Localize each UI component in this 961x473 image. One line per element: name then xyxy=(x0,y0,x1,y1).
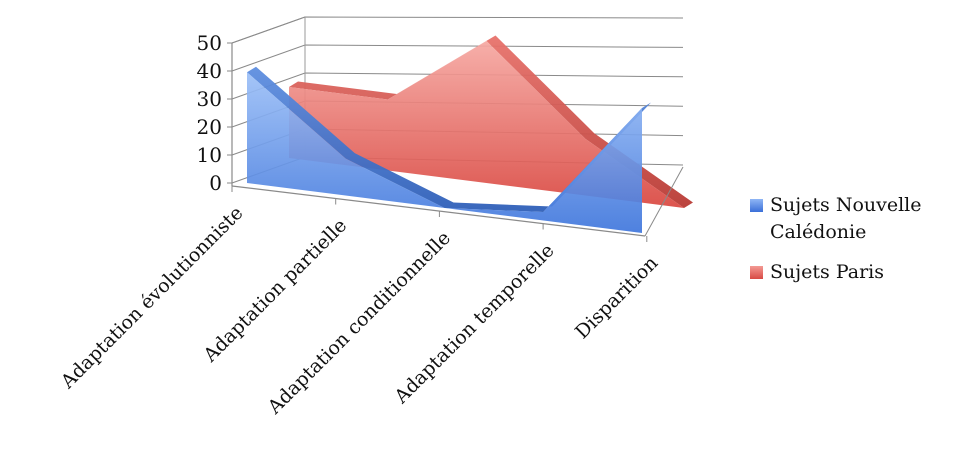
legend-label-paris: Sujets Paris xyxy=(770,261,884,283)
series-top-edge-nouvelle-caledonie xyxy=(247,66,651,212)
series-area-paris xyxy=(289,41,684,208)
floor-right-edge xyxy=(644,166,684,237)
legend-swatch-paris xyxy=(750,266,763,279)
area-chart-3d: 0 10 20 30 40 50 Adaptation évolutionnisteAdap… xyxy=(56,16,693,419)
legend-label-nouvelle-caledonie: Sujets Nouvelle Calédonie xyxy=(770,194,922,243)
legend-swatch-nouvelle-caledonie xyxy=(750,199,763,212)
legend-item-nouvelle-caledonie: Sujets Nouvelle Calédonie xyxy=(750,192,960,246)
y-tick-label-20: 20 xyxy=(197,115,222,139)
legend: Sujets Nouvelle Calédonie Sujets Paris xyxy=(750,192,960,299)
y-tick-label-50: 50 xyxy=(197,31,222,55)
y-tick-label-10: 10 xyxy=(197,143,222,167)
y-tick-label-40: 40 xyxy=(197,59,222,83)
series-area-nouvelle-caledonie xyxy=(247,72,642,234)
legend-item-paris: Sujets Paris xyxy=(750,259,960,286)
x-tick-label-0: Adaptation évolutionniste xyxy=(56,202,248,394)
x-tick-label-2: Adaptation conditionnelle xyxy=(263,227,455,419)
x-tick-label-4: Disparition xyxy=(571,252,662,343)
x-axis-line xyxy=(231,185,646,237)
gridline-50 xyxy=(231,16,684,44)
y-tick-label-30: 30 xyxy=(197,87,222,111)
y-tick-label-0: 0 xyxy=(209,171,222,195)
